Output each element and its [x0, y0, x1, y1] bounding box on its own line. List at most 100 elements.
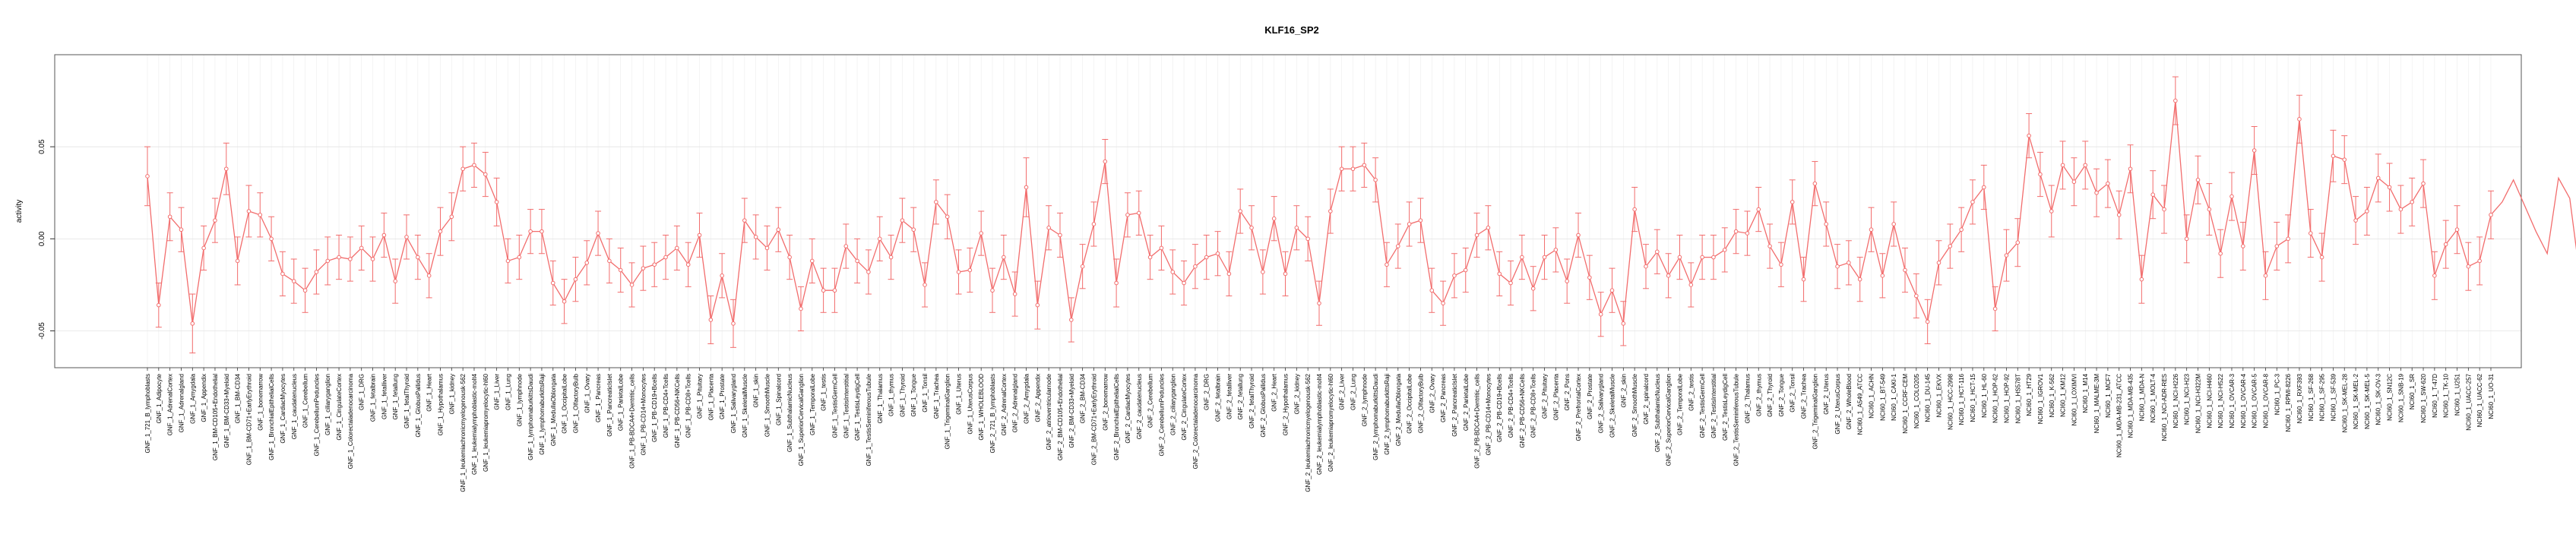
x-tick-label: NCI60_1_NCI-H522	[2217, 373, 2224, 428]
x-tick-label: NCI60_1_MDA-MB-231_ATCC	[2116, 374, 2123, 457]
data-point	[596, 231, 600, 236]
x-tick-label: NCI60_1_HT29	[2026, 373, 2033, 416]
x-tick-label: GNF_2_Placenta	[1552, 373, 1559, 420]
data-point	[2083, 163, 2088, 168]
data-point	[2286, 236, 2290, 242]
x-tick-label: GNF_2_SkeletalMuscle	[1609, 373, 1616, 438]
data-point	[1530, 286, 1536, 291]
data-point	[799, 306, 803, 311]
x-tick-label: GNF_2_CardiacMyocytes	[1125, 374, 1131, 444]
x-axis: GNF_1_721_B_lymphoblasts GNF_1_Adipocyte G…	[144, 368, 2495, 492]
x-tick-label: GNF_2_Ovary	[1429, 374, 1435, 413]
x-tick-label: GNF_1_fetalbrain	[370, 374, 377, 422]
x-tick-label: GNF_2_fetallung	[1237, 374, 1244, 419]
data-point	[1688, 283, 1694, 287]
x-tick-label: NCI60_1_HOP-62	[1992, 373, 1999, 422]
x-tick-label: GNF_2_PrefrontalCortex	[1575, 374, 1582, 441]
data-point	[1452, 274, 1457, 278]
data-point	[1385, 262, 1389, 267]
x-tick-label: GNF_2_Tongue	[1778, 373, 1785, 416]
data-point	[1677, 255, 1682, 260]
data-point	[866, 270, 871, 274]
x-tick-label: GNF_2_Prostate	[1587, 373, 1593, 419]
data-point	[167, 214, 172, 220]
x-tick-label: NCI60_1_T-47D	[2432, 374, 2438, 418]
x-tick-label: GNF_1_AdrenalCortex	[167, 374, 174, 435]
x-tick-label: GNF_1_leukemiachronicmyelogenousk-562	[460, 373, 467, 492]
data-point	[528, 229, 533, 234]
data-point	[416, 255, 420, 260]
x-tick-label: GNF_2_ciliaryganglion	[1169, 374, 1176, 435]
data-point	[2173, 98, 2178, 103]
x-tick-label: GNF_2_PB-CD14+Monocytes	[1485, 374, 1492, 455]
data-point	[1182, 280, 1186, 286]
x-tick-label: NCI60_1_EKVX	[1935, 373, 1942, 417]
data-point	[2106, 181, 2110, 186]
data-point	[2375, 175, 2381, 181]
x-tick-label: GNF_2_Thalamus	[1744, 374, 1751, 423]
data-point	[2071, 179, 2077, 185]
x-tick-label: GNF_2_Pons	[1564, 374, 1571, 410]
data-point	[1125, 213, 1130, 217]
data-point	[1891, 222, 1896, 226]
x-tick-label: GNF_1_Cerebellum	[302, 374, 309, 428]
data-point	[1328, 209, 1333, 213]
data-point	[685, 262, 691, 267]
x-tick-label: GNF_2_PB-BDCA4+Dentritic_cells	[1474, 374, 1481, 469]
x-tick-label: GNF_2_Liver	[1339, 374, 1346, 410]
x-tick-label: GNF_1_721_B_lymphoblasts	[144, 374, 151, 454]
x-tick-label: NCI60_1_IGROV1	[2037, 373, 2044, 424]
data-point	[223, 166, 229, 172]
data-point	[2421, 181, 2426, 186]
data-point	[2184, 236, 2189, 242]
x-tick-label: GNF_2_BM-CD105+Endothelial	[1057, 374, 1064, 460]
data-point	[1238, 209, 1243, 213]
x-tick-label: GNF_2_UterusCorpus	[1834, 374, 1841, 435]
x-tick-label: GNF_2_TemporalLobe	[1676, 373, 1683, 435]
x-tick-label: GNF_1_Liver	[494, 374, 501, 410]
data-point	[967, 267, 973, 273]
x-tick-label: NCI60_1_HOP-92	[2003, 373, 2010, 422]
x-tick-label: NCI60_1_U251	[2454, 373, 2461, 416]
data-point	[1801, 277, 1806, 282]
plot-frame	[54, 54, 2522, 368]
x-tick-label: GNF_1_Salivarygland	[730, 374, 737, 433]
data-point	[359, 245, 364, 251]
data-point	[584, 261, 590, 265]
x-tick-label: NCI60_1_ACHN	[1869, 374, 1875, 419]
data-point	[1407, 222, 1412, 226]
data-point	[1824, 222, 1829, 226]
data-point	[550, 280, 555, 286]
data-point	[1024, 185, 1029, 190]
x-tick-label: NCI60_1_DU-145	[1925, 373, 1932, 422]
data-point	[1948, 244, 1953, 248]
data-point	[2308, 231, 2313, 236]
data-point	[934, 200, 938, 204]
x-tick-label: GNF_2_lymphomaburkittsDaudi	[1372, 374, 1379, 460]
x-tick-label: GNF_2_TrigeminalGanglion	[1812, 374, 1818, 449]
x-tick-label: GNF_1_Colorectaladenocarcinoma	[347, 373, 354, 469]
x-tick-label: GNF_1_BM-CD33+Myeloid	[223, 374, 230, 448]
x-tick-label: GNF_1_TestisLeydigCell	[854, 374, 861, 441]
x-tick-label: GNF_2_WholeBlood	[1846, 374, 1853, 429]
x-tick-label: NCI60_1_CCRF-CEM	[1902, 374, 1909, 434]
data-point	[1553, 248, 1559, 252]
data-point	[2398, 207, 2404, 212]
data-point	[1339, 166, 1344, 172]
x-tick-label: GNF_2_thymus	[1755, 374, 1762, 416]
x-tick-label: NCI60_1_NCI-H322M	[2195, 374, 2202, 434]
x-tick-label: NCI60_1_MDA-MB-435	[2128, 373, 2135, 438]
x-tick-label: GNF_1_Pituitary	[697, 374, 704, 419]
x-tick-label: GNF_2_fetalThyroid	[1248, 374, 1255, 428]
x-tick-label: GNF_1_Amygdala	[189, 373, 196, 423]
data-point	[483, 172, 488, 177]
x-tick-label: NCI60_1_NCI-H23	[2184, 373, 2191, 425]
x-tick-label: GNF_2_GlobusPallidus	[1260, 374, 1267, 438]
x-tick-label: GNF_1_Thalamus	[877, 374, 884, 423]
data-point	[1395, 244, 1400, 248]
x-tick-label: NCI60_1_SF-539	[2330, 373, 2337, 421]
x-tick-label: GNF_2_CerebellumPeduncles	[1158, 374, 1165, 457]
x-tick-label: GNF_2_PancreaticIslet	[1451, 373, 1458, 436]
x-tick-label: GNF_1_TestisGermCell	[831, 374, 838, 438]
